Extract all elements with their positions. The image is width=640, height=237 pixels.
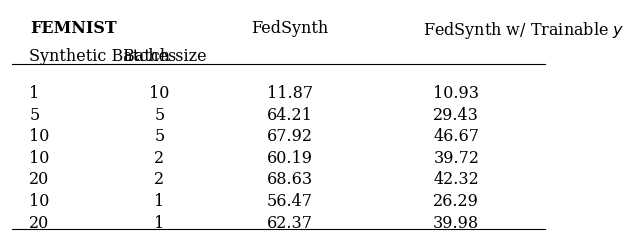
Text: 67.92: 67.92: [267, 128, 313, 145]
Text: 20: 20: [29, 214, 49, 232]
Text: 56.47: 56.47: [267, 193, 313, 210]
Text: 62.37: 62.37: [267, 214, 313, 232]
Text: 5: 5: [154, 128, 164, 145]
Text: 60.19: 60.19: [267, 150, 313, 167]
Text: 10: 10: [29, 150, 49, 167]
Text: 68.63: 68.63: [267, 171, 313, 188]
Text: 20: 20: [29, 171, 49, 188]
Text: 10: 10: [29, 128, 49, 145]
Text: Synthetic Batches: Synthetic Batches: [29, 48, 177, 65]
Text: 2: 2: [154, 171, 164, 188]
Text: FedSynth: FedSynth: [252, 20, 328, 37]
Text: 64.21: 64.21: [267, 107, 313, 123]
Text: 2: 2: [154, 150, 164, 167]
Text: 39.98: 39.98: [433, 214, 479, 232]
Text: 29.43: 29.43: [433, 107, 479, 123]
Text: FEMNIST: FEMNIST: [30, 20, 117, 37]
Text: 10: 10: [149, 85, 170, 102]
Text: 10.93: 10.93: [433, 85, 479, 102]
Text: 5: 5: [29, 107, 40, 123]
Text: 39.72: 39.72: [433, 150, 479, 167]
Text: 1: 1: [29, 85, 40, 102]
Text: FedSynth w/ Trainable $y$: FedSynth w/ Trainable $y$: [423, 20, 625, 41]
Text: Batch size: Batch size: [124, 48, 207, 65]
Text: 11.87: 11.87: [267, 85, 313, 102]
Text: 10: 10: [29, 193, 49, 210]
Text: 42.32: 42.32: [433, 171, 479, 188]
Text: 46.67: 46.67: [433, 128, 479, 145]
Text: 26.29: 26.29: [433, 193, 479, 210]
Text: 1: 1: [154, 193, 164, 210]
Text: 5: 5: [154, 107, 164, 123]
Text: 1: 1: [154, 214, 164, 232]
